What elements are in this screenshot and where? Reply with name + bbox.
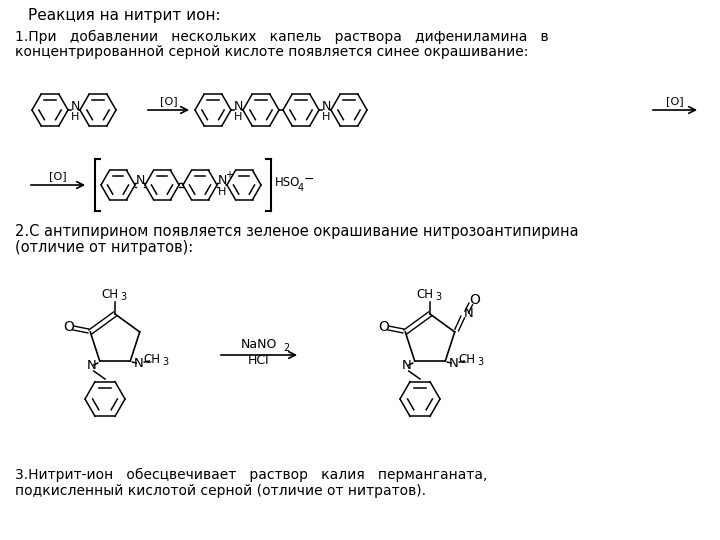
Text: N: N (87, 359, 96, 372)
Text: N: N (135, 174, 145, 187)
Text: N: N (217, 174, 227, 187)
Text: 1.При   добавлении   нескольких   капель   раствора   дифениламина   в: 1.При добавлении нескольких капель раств… (15, 30, 549, 44)
Text: 2.С антипирином появляется зеленое окрашивание нитрозоантипирина: 2.С антипирином появляется зеленое окраш… (15, 224, 579, 239)
Text: O: O (378, 320, 389, 334)
Text: 3: 3 (477, 357, 483, 367)
Text: O: O (469, 293, 480, 307)
Text: N: N (464, 307, 474, 320)
Text: CH: CH (416, 287, 433, 300)
Text: N: N (71, 99, 80, 112)
Text: [O]: [O] (666, 96, 684, 106)
Text: 3.Нитрит-ион   обесцвечивает   раствор   калия   перманганата,: 3.Нитрит-ион обесцвечивает раствор калия… (15, 468, 487, 482)
Text: H: H (71, 112, 79, 122)
Text: 4: 4 (298, 183, 304, 193)
Text: N: N (402, 359, 412, 372)
Text: H: H (218, 187, 226, 197)
Text: 3: 3 (120, 292, 126, 302)
Text: 2: 2 (283, 343, 289, 353)
Text: (отличие от нитратов):: (отличие от нитратов): (15, 240, 193, 255)
Text: N: N (449, 356, 458, 369)
Text: NaNO: NaNO (240, 339, 277, 352)
Text: O: O (63, 320, 73, 334)
Text: CH: CH (459, 353, 476, 366)
Text: −: − (304, 172, 315, 186)
Text: N: N (233, 99, 243, 112)
Text: подкисленный кислотой серной (отличие от нитратов).: подкисленный кислотой серной (отличие от… (15, 484, 426, 498)
Text: H: H (234, 112, 242, 122)
Text: H: H (322, 112, 330, 122)
Text: Реакция на нитрит ион:: Реакция на нитрит ион: (28, 8, 220, 23)
Text: N: N (321, 99, 330, 112)
Text: N: N (133, 356, 143, 369)
Text: [O]: [O] (49, 171, 67, 181)
Text: 3: 3 (162, 357, 168, 367)
Text: концентрированной серной кислоте появляется синее окрашивание:: концентрированной серной кислоте появляе… (15, 45, 528, 59)
Text: [O]: [O] (160, 96, 177, 106)
Text: 3: 3 (435, 292, 441, 302)
Text: +: + (225, 170, 233, 180)
Text: HSO: HSO (275, 177, 300, 190)
Text: HCl: HCl (248, 354, 270, 367)
Text: CH: CH (102, 287, 119, 300)
Text: CH: CH (144, 353, 161, 366)
